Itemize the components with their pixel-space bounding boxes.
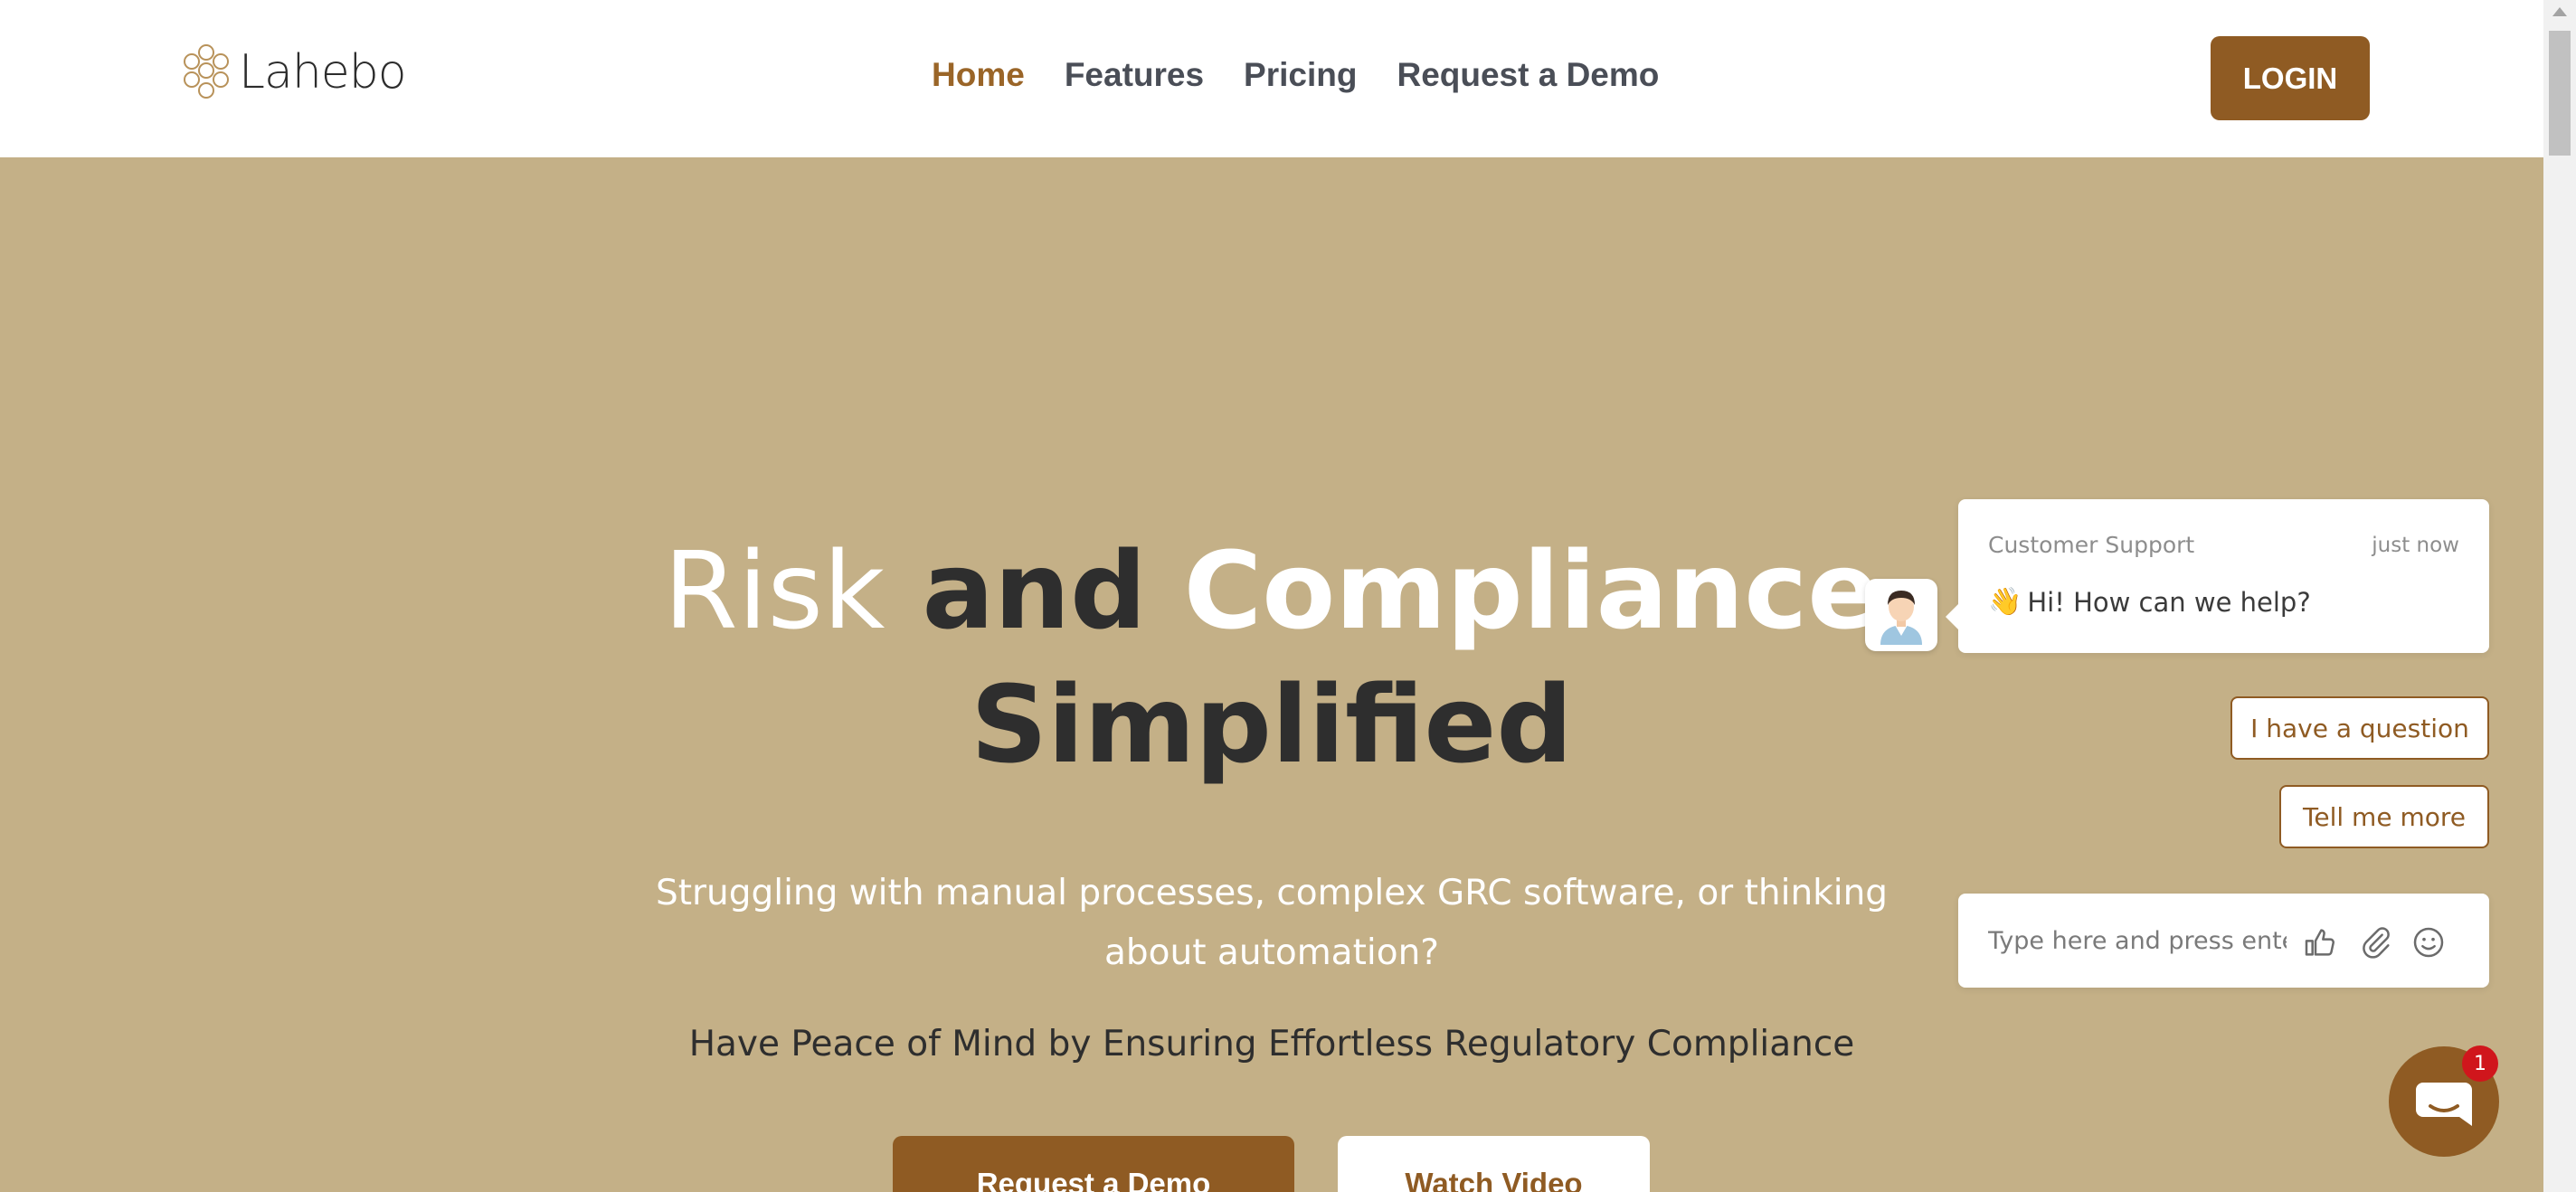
nav-request-demo[interactable]: Request a Demo (1397, 56, 1660, 93)
logo[interactable]: Lahebo (179, 43, 407, 101)
hero-title-line-2: Simplified (971, 662, 1573, 787)
request-demo-button[interactable]: Request a Demo (893, 1136, 1294, 1192)
site-header: Lahebo Home Features Pricing Request a D… (0, 0, 2543, 157)
agent-avatar-icon (1880, 591, 1922, 645)
support-agent-avatar (1865, 579, 1937, 651)
hero-title-word-and: and (922, 528, 1147, 653)
thumbs-up-icon[interactable] (2302, 924, 2338, 960)
nav-home[interactable]: Home (932, 56, 1025, 93)
hero-tagline: Have Peace of Mind by Ensuring Effortles… (688, 1024, 1855, 1064)
quick-reply-question[interactable]: I have a question (2230, 696, 2489, 760)
hero-title-word-compliance: Compliance (1183, 528, 1880, 653)
nav-features[interactable]: Features (1064, 56, 1205, 93)
chat-input-box (1958, 894, 2489, 988)
quick-reply-tell-more[interactable]: Tell me more (2279, 785, 2489, 848)
hero-title-line-1: Risk and Compliance (0, 525, 2543, 657)
unread-badge: 1 (2462, 1045, 2498, 1082)
chat-message: 👋 Hi! How can we help? (1988, 586, 2311, 618)
wave-emoji-icon: 👋 (1988, 586, 2022, 618)
scroll-up-arrow-icon[interactable] (2552, 7, 2567, 16)
chat-bubble-icon (2416, 1083, 2472, 1126)
nav-pricing[interactable]: Pricing (1244, 56, 1358, 93)
watch-video-button[interactable]: Watch Video (1338, 1136, 1650, 1192)
paperclip-icon[interactable] (2358, 924, 2394, 960)
hero-subtitle: Struggling with manual processes, comple… (655, 873, 1889, 973)
chat-message-card: Customer Support just now 👋 Hi! How can … (1946, 499, 2489, 653)
chat-sender: Customer Support (1988, 532, 2195, 558)
logo-text: Lahebo (239, 45, 407, 99)
scroll-thumb[interactable] (2549, 31, 2571, 156)
chat-message-input[interactable] (1988, 919, 2287, 962)
hero-title-word-risk: Risk (663, 528, 886, 653)
login-button[interactable]: LOGIN (2211, 36, 2370, 120)
chat-message-text: Hi! How can we help? (2027, 586, 2311, 618)
page-scrollbar[interactable] (2543, 0, 2576, 1192)
main-nav: Home Features Pricing Request a Demo (932, 56, 1659, 94)
logo-mark-icon (184, 44, 229, 99)
chat-timestamp: just now (2372, 534, 2459, 557)
smile-icon[interactable] (2410, 924, 2447, 960)
